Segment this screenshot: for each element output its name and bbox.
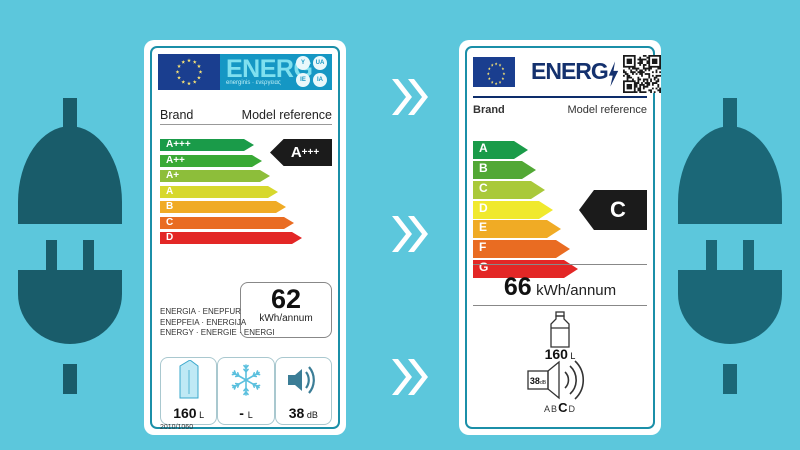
- svg-text:38dB: 38dB: [530, 376, 547, 386]
